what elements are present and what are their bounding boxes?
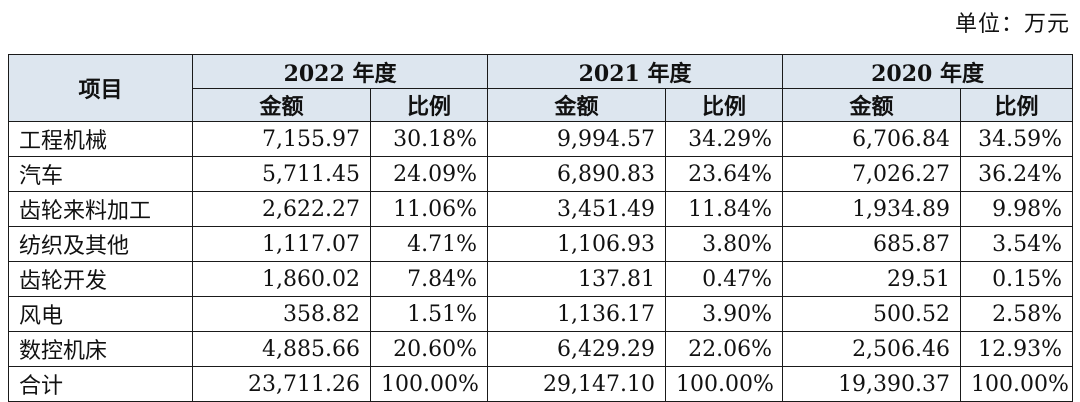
ratio-cell: 11.06% [369,191,489,227]
header-year-2021: 2021 年度 [487,54,784,89]
ratio-cell: 20.60% [369,331,489,367]
amount-cell: 4,885.66 [192,331,371,367]
row-label: 纺织及其他 [8,226,193,262]
row-label: 合计 [8,366,193,402]
ratio-cell: 1.51% [369,296,489,332]
amount-cell: 9,994.57 [487,121,667,157]
amount-cell: 6,429.29 [487,331,667,367]
table-row: 工程机械 7,155.97 30.18% 9,994.57 34.29% 6,706.84… [8,121,1074,157]
ratio-cell: 12.93% [960,331,1074,367]
amount-cell: 6,890.83 [487,156,667,192]
ratio-cell: 3.54% [960,226,1074,262]
amount-cell: 5,711.45 [192,156,371,192]
amount-cell: 2,506.46 [782,331,962,367]
header-ratio: 比例 [665,88,784,122]
row-label: 齿轮来料加工 [8,191,193,227]
ratio-cell: 30.18% [369,121,489,157]
ratio-cell: 34.59% [960,121,1074,157]
row-label: 工程机械 [8,121,193,157]
amount-cell: 137.81 [487,261,667,297]
amount-cell: 1,860.02 [192,261,371,297]
header-amount: 金额 [192,88,371,122]
header-row-metrics: 金额 比例 金额 比例 金额 比例 [9,88,1074,122]
ratio-cell: 22.06% [665,331,784,367]
header-ratio: 比例 [369,88,489,122]
amount-cell: 685.87 [782,226,962,262]
table-row: 纺织及其他 1,117.07 4.71% 1,106.93 3.80% 685.87 3.5… [8,226,1074,262]
ratio-cell: 3.90% [665,296,784,332]
revenue-table: 项目 2022 年度 2021 年度 2020 年度 金额 比例 金额 比例 金… [8,54,1074,402]
ratio-cell: 7.84% [369,261,489,297]
ratio-cell: 3.80% [665,226,784,262]
amount-cell: 23,711.26 [192,366,371,402]
row-label: 数控机床 [8,331,193,367]
amount-cell: 19,390.37 [782,366,962,402]
ratio-cell: 4.71% [369,226,489,262]
header-year-2020: 2020 年度 [782,54,1074,89]
row-label: 风电 [8,296,193,332]
ratio-cell: 0.47% [665,261,784,297]
header-row-years: 项目 2022 年度 2021 年度 2020 年度 [8,54,1074,122]
row-label: 齿轮开发 [8,261,193,297]
amount-cell: 29.51 [782,261,962,297]
amount-cell: 1,106.93 [487,226,667,262]
ratio-cell: 23.64% [665,156,784,192]
amount-cell: 7,155.97 [192,121,371,157]
ratio-cell: 100.00% [369,366,489,402]
ratio-cell: 34.29% [665,121,784,157]
ratio-cell: 9.98% [960,191,1074,227]
ratio-cell: 36.24% [960,156,1074,192]
table-row: 风电 358.82 1.51% 1,136.17 3.90% 500.52 2.58% [8,296,1074,332]
table-row: 合计 23,711.26 100.00% 29,147.10 100.00% 19,390… [8,366,1074,402]
amount-cell: 358.82 [192,296,371,332]
amount-cell: 500.52 [782,296,962,332]
amount-cell: 2,622.27 [192,191,371,227]
ratio-cell: 24.09% [369,156,489,192]
ratio-cell: 11.84% [665,191,784,227]
header-amount: 金额 [782,88,962,122]
table-row: 齿轮开发 1,860.02 7.84% 137.81 0.47% 29.51 0.15% [8,261,1074,297]
header-year-2022: 2022 年度 [191,54,489,89]
header-amount: 金额 [487,88,667,122]
header-ratio: 比例 [960,88,1074,122]
amount-cell: 1,136.17 [487,296,667,332]
table-row: 汽车 5,711.45 24.09% 6,890.83 23.64% 7,026.27 36… [8,156,1074,192]
ratio-cell: 2.58% [960,296,1074,332]
ratio-cell: 100.00% [665,366,784,402]
unit-label: 单位：万元 [954,12,1070,37]
amount-cell: 29,147.10 [487,366,667,402]
ratio-cell: 0.15% [960,261,1074,297]
amount-cell: 6,706.84 [782,121,962,157]
amount-cell: 3,451.49 [487,191,667,227]
row-label: 汽车 [8,156,193,192]
amount-cell: 7,026.27 [782,156,962,192]
amount-cell: 1,117.07 [192,226,371,262]
table-row: 齿轮来料加工 2,622.27 11.06% 3,451.49 11.84% 1,934.… [8,191,1074,227]
table-row: 数控机床 4,885.66 20.60% 6,429.29 22.06% 2,506.46… [8,331,1074,367]
ratio-cell: 100.00% [960,366,1074,402]
amount-cell: 1,934.89 [782,191,962,227]
header-item: 项目 [8,54,193,122]
